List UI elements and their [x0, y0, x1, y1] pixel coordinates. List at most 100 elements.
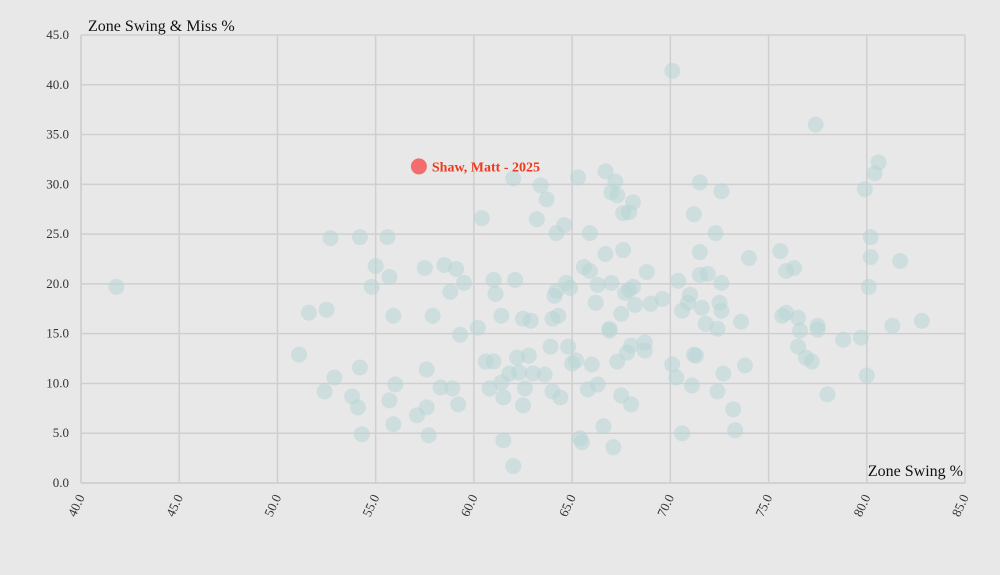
data-point[interactable] [452, 326, 469, 343]
data-point[interactable] [442, 283, 459, 300]
data-point[interactable] [681, 286, 698, 303]
data-point[interactable] [636, 342, 653, 359]
data-point[interactable] [444, 380, 461, 397]
data-point[interactable] [418, 361, 435, 378]
data-point[interactable] [597, 163, 614, 180]
data-point[interactable] [664, 62, 681, 79]
data-point[interactable] [367, 257, 384, 274]
data-point[interactable] [687, 347, 704, 364]
data-point[interactable] [528, 211, 545, 228]
data-point[interactable] [862, 229, 879, 246]
data-point[interactable] [349, 399, 366, 416]
data-point[interactable] [683, 377, 700, 394]
data-point[interactable] [573, 434, 590, 451]
data-point[interactable] [542, 338, 559, 355]
data-point[interactable] [625, 278, 642, 295]
data-point[interactable] [556, 217, 573, 234]
data-point[interactable] [605, 439, 622, 456]
data-point[interactable] [387, 376, 404, 393]
data-point[interactable] [870, 154, 887, 171]
data-point[interactable] [858, 367, 875, 384]
data-point[interactable] [581, 262, 598, 279]
data-point[interactable] [862, 249, 879, 266]
data-point[interactable] [583, 356, 600, 373]
data-point[interactable] [623, 396, 640, 413]
data-point[interactable] [713, 183, 730, 200]
data-point[interactable] [691, 174, 708, 191]
data-point[interactable] [570, 169, 587, 186]
data-point[interactable] [560, 338, 577, 355]
data-point[interactable] [626, 296, 643, 313]
data-point[interactable] [300, 304, 317, 321]
data-point[interactable] [424, 307, 441, 324]
data-point[interactable] [740, 250, 757, 267]
data-point[interactable] [487, 285, 504, 302]
data-point[interactable] [450, 396, 467, 413]
data-point[interactable] [481, 380, 498, 397]
data-point[interactable] [791, 322, 808, 339]
data-point[interactable] [538, 191, 555, 208]
data-point[interactable] [385, 416, 402, 433]
data-point[interactable] [493, 307, 510, 324]
data-point[interactable] [524, 365, 541, 382]
data-point[interactable] [727, 422, 744, 439]
data-point[interactable] [511, 364, 528, 381]
data-point[interactable] [520, 347, 537, 364]
data-point[interactable] [485, 271, 502, 288]
data-point[interactable] [351, 359, 368, 376]
data-point[interactable] [664, 356, 681, 373]
data-point[interactable] [715, 365, 732, 382]
data-point[interactable] [318, 301, 335, 318]
data-point[interactable] [691, 244, 708, 261]
data-point[interactable] [495, 432, 512, 449]
data-point[interactable] [803, 353, 820, 370]
data-point[interactable] [623, 337, 640, 354]
data-point[interactable] [509, 349, 526, 366]
data-point[interactable] [607, 173, 624, 190]
data-point[interactable] [456, 274, 473, 291]
data-point[interactable] [495, 389, 512, 406]
data-point[interactable] [654, 290, 671, 307]
data-point[interactable] [595, 418, 612, 435]
data-point[interactable] [581, 225, 598, 242]
data-point[interactable] [601, 322, 618, 339]
data-point[interactable] [485, 353, 502, 370]
data-point[interactable] [351, 229, 368, 246]
data-point[interactable] [713, 302, 730, 319]
data-point[interactable] [670, 272, 687, 289]
data-point[interactable] [505, 458, 522, 475]
data-point[interactable] [291, 346, 308, 363]
data-point[interactable] [381, 268, 398, 285]
data-point[interactable] [790, 309, 807, 326]
data-point[interactable] [809, 321, 826, 338]
data-point[interactable] [353, 426, 370, 443]
data-point[interactable] [326, 369, 343, 386]
data-point[interactable] [505, 170, 522, 187]
data-point[interactable] [674, 425, 691, 442]
data-point[interactable] [638, 263, 655, 280]
data-point[interactable] [913, 312, 930, 329]
data-point[interactable] [625, 194, 642, 211]
data-point[interactable] [507, 271, 524, 288]
data-point[interactable] [615, 242, 632, 259]
data-point[interactable] [713, 274, 730, 291]
data-point[interactable] [589, 376, 606, 393]
data-point[interactable] [597, 246, 614, 263]
data-point[interactable] [379, 229, 396, 246]
data-point[interactable] [668, 369, 685, 386]
data-point[interactable] [852, 329, 869, 346]
data-point[interactable] [860, 278, 877, 295]
data-point[interactable] [733, 313, 750, 330]
data-point[interactable] [709, 320, 726, 337]
data-point[interactable] [108, 278, 125, 295]
data-point[interactable] [856, 181, 873, 198]
data-point[interactable] [473, 210, 490, 227]
data-point[interactable] [693, 299, 710, 316]
data-point[interactable] [416, 259, 433, 276]
data-point[interactable] [589, 276, 606, 293]
data-point[interactable] [699, 265, 716, 282]
data-point[interactable] [892, 252, 909, 269]
data-point[interactable] [532, 177, 549, 194]
highlight-marker[interactable] [410, 158, 427, 175]
data-point[interactable] [725, 401, 742, 418]
